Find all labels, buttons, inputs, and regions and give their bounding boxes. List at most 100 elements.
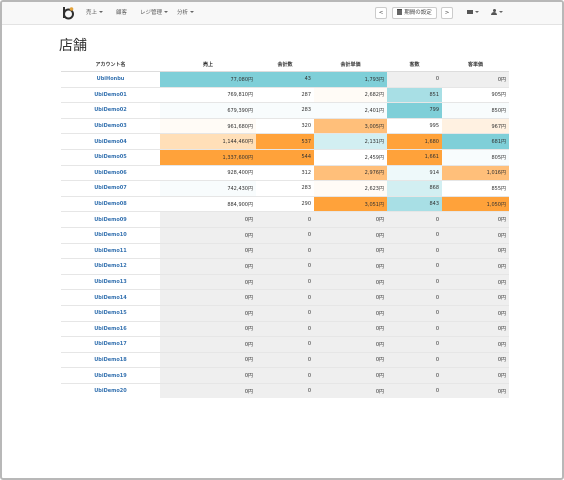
customer-count-cell: 851 [387,86,442,103]
transaction-count-cell: 283 [256,102,314,119]
header-transaction-count[interactable]: 会計数 [256,58,314,72]
store-name-link[interactable]: UbiDemo15 [61,304,160,321]
transaction-count-cell: 0 [256,273,314,290]
transaction-count-cell: 287 [256,86,314,103]
transaction-count-cell: 0 [256,367,314,384]
nav-menu-sales[interactable]: 売上 [86,2,104,24]
customer-count-cell: 995 [387,117,442,134]
store-name-link[interactable]: UbiDemo20 [61,382,160,399]
envelope-icon [467,10,473,14]
sales-cell: 0円 [160,367,256,384]
transaction-average-cell: 2,131円 [314,133,387,150]
sales-cell: 884,900円 [160,195,256,212]
sales-cell: 0円 [160,351,256,368]
transaction-average-cell: 1,793円 [314,71,387,88]
nav-menu-register[interactable]: レジ管理 [140,2,169,24]
store-name-link[interactable]: UbiHonbu [61,71,160,88]
transaction-count-cell: 43 [256,71,314,88]
chevron-down-icon [190,11,195,13]
store-name-link[interactable]: UbiDemo12 [61,258,160,275]
customer-count-cell: 0 [387,304,442,321]
table-row: UbiDemo14 0円 0 0円 0 0円 [61,289,509,306]
sales-cell: 0円 [160,242,256,259]
store-name-link[interactable]: UbiDemo07 [61,180,160,197]
store-name-link[interactable]: UbiDemo16 [61,320,160,337]
store-name-link[interactable]: UbiDemo09 [61,211,160,228]
customer-average-cell: 0円 [442,304,509,321]
table-row: UbiDemo15 0円 0 0円 0 0円 [61,304,509,321]
next-period-button[interactable]: > [441,7,453,19]
store-name-link[interactable]: UbiDemo13 [61,273,160,290]
customer-count-cell: 0 [387,367,442,384]
header-customer-average[interactable]: 客単価 [442,58,509,72]
table-row: UbiDemo18 0円 0 0円 0 0円 [61,351,509,368]
transaction-count-cell: 0 [256,304,314,321]
store-name-link[interactable]: UbiDemo02 [61,102,160,119]
transaction-average-cell: 3,005円 [314,117,387,134]
transaction-count-cell: 537 [256,133,314,150]
logo-icon[interactable] [61,6,75,20]
transaction-average-cell: 3,051円 [314,195,387,212]
store-name-link[interactable]: UbiDemo08 [61,195,160,212]
customer-average-cell: 681円 [442,133,509,150]
customer-count-cell: 0 [387,336,442,353]
sales-cell: 0円 [160,320,256,337]
customer-average-cell: 0円 [442,71,509,88]
store-name-link[interactable]: UbiDemo17 [61,336,160,353]
period-settings-button[interactable]: 期間の設定 [392,7,437,19]
table-row: UbiDemo02 679,390円 283 2,401円 799 850円 [61,102,509,119]
transaction-count-cell: 0 [256,320,314,337]
sales-cell: 0円 [160,211,256,228]
transaction-count-cell: 0 [256,211,314,228]
chevron-down-icon [99,11,104,13]
sales-cell: 0円 [160,258,256,275]
header-transaction-average[interactable]: 会計単価 [314,58,387,72]
user-menu[interactable] [491,2,503,24]
store-name-link[interactable]: UbiDemo11 [61,242,160,259]
nav-menu-analysis[interactable]: 分析 [177,2,195,24]
store-name-link[interactable]: UbiDemo19 [61,367,160,384]
prev-period-label: < [378,10,384,16]
customer-average-cell: 0円 [442,367,509,384]
customer-count-cell: 843 [387,195,442,212]
transaction-average-cell: 0円 [314,289,387,306]
transaction-count-cell: 283 [256,180,314,197]
table-row: UbiDemo17 0円 0 0円 0 0円 [61,336,509,353]
customer-average-cell: 0円 [442,226,509,244]
transaction-average-cell: 0円 [314,382,387,399]
table-row: UbiDemo05 1,337,600円 544 2,459円 1,661 805円 [61,148,509,166]
store-name-link[interactable]: UbiDemo03 [61,117,160,134]
store-name-link[interactable]: UbiDemo14 [61,289,160,306]
transaction-count-cell: 0 [256,258,314,275]
store-name-link[interactable]: UbiDemo06 [61,164,160,181]
transaction-average-cell: 2,682円 [314,86,387,103]
header-customer-count[interactable]: 客数 [387,58,442,72]
sales-cell: 0円 [160,289,256,306]
store-name-link[interactable]: UbiDemo04 [61,133,160,150]
sales-cell: 928,400円 [160,164,256,181]
customer-average-cell: 0円 [442,211,509,228]
table-row: UbiDemo12 0円 0 0円 0 0円 [61,258,509,275]
transaction-count-cell: 544 [256,148,314,166]
table-row: UbiDemo11 0円 0 0円 0 0円 [61,242,509,259]
transaction-count-cell: 0 [256,382,314,399]
customer-average-cell: 805円 [442,148,509,166]
header-account-name[interactable]: アカウント名 [61,58,160,72]
header-sales[interactable]: 売上 [160,58,256,72]
nav-menu-customers[interactable]: 顧客 [116,2,127,24]
transaction-count-cell: 0 [256,289,314,306]
transaction-count-cell: 312 [256,164,314,181]
store-name-link[interactable]: UbiDemo18 [61,351,160,368]
store-name-link[interactable]: UbiDemo10 [61,226,160,244]
transaction-average-cell: 0円 [314,273,387,290]
customer-count-cell: 914 [387,164,442,181]
customer-average-cell: 0円 [442,320,509,337]
store-name-link[interactable]: UbiDemo01 [61,86,160,103]
messages-menu[interactable] [467,2,479,24]
table-body: UbiHonbu 77,080円 43 1,793円 0 0円 UbiDemo01 769,8… [61,71,509,399]
prev-period-button[interactable]: < [375,7,387,19]
transaction-count-cell: 0 [256,351,314,368]
store-name-link[interactable]: UbiDemo05 [61,148,160,166]
table-row: UbiDemo04 1,144,460円 537 2,131円 1,680 681円 [61,133,509,150]
